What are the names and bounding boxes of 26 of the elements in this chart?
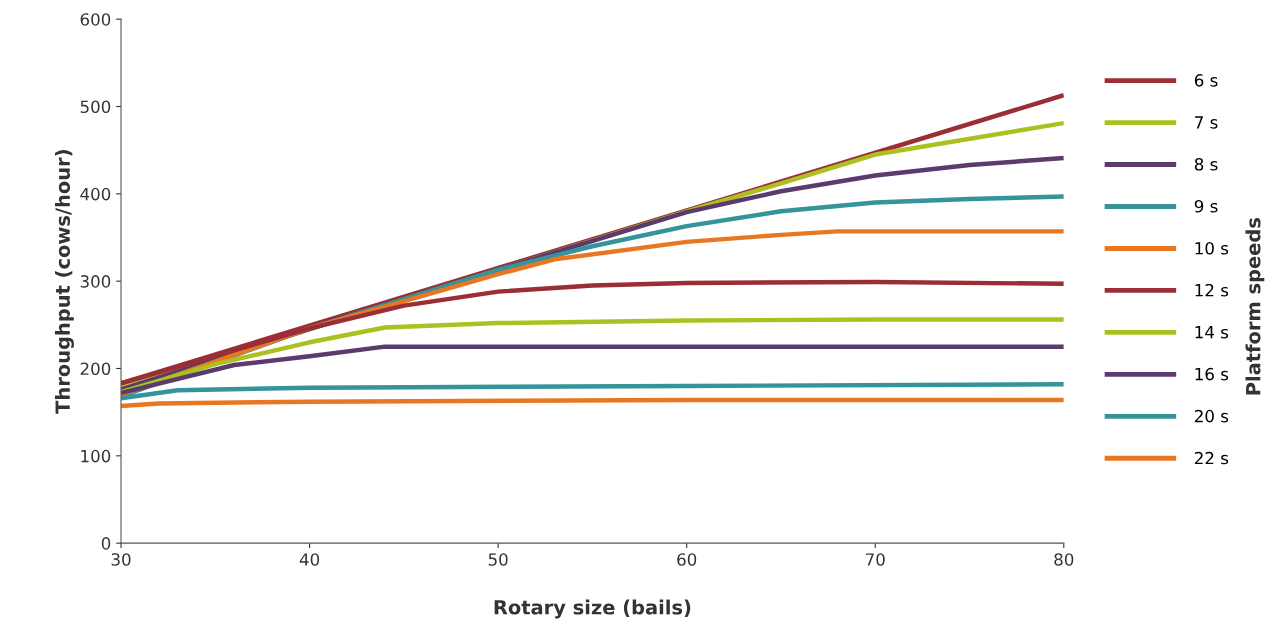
legend-title: Platform speeds [1245,218,1265,395]
y-tick-label: 400 [80,187,111,201]
x-tick-label: 80 [1054,553,1074,566]
y-tick-label: 0 [101,537,111,550]
x-tick-label: 60 [677,553,697,566]
legend-label: 16 s [1195,367,1229,381]
y-tick-label: 300 [80,275,111,288]
y-tick-label: 100 [81,449,111,463]
legend-label: 8 s [1194,158,1218,171]
legend-label: 6 s [1194,74,1218,87]
y-tick-label: 500 [80,100,111,114]
y-tick-label: 600 [80,13,111,26]
y-axis-title: Throughput (cows/hour) [54,150,74,414]
x-tick-label: 30 [111,553,131,566]
legend-label: 9 s [1194,199,1218,213]
legend-label: 20 s [1194,409,1229,423]
legend-label: 7 s [1195,116,1218,129]
x-tick-label: 70 [866,553,885,566]
legend-label: 14 s [1195,326,1229,339]
x-tick-label: 50 [488,553,508,566]
legend-label: 22 s [1194,451,1229,465]
y-tick-label: 200 [80,362,111,376]
x-axis-title: Rotary size (bails) [494,599,691,619]
legend-label: 10 s [1195,241,1229,255]
legend-label: 12 s [1195,283,1229,297]
x-tick-label: 40 [299,553,320,566]
